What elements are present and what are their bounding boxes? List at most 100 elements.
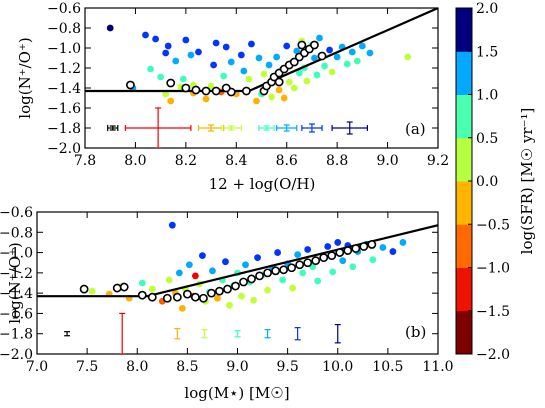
binned-median-marker <box>263 268 272 278</box>
clipped-layer <box>37 221 438 354</box>
scatter-point <box>294 251 302 258</box>
scatter-point <box>265 61 273 69</box>
fit-line <box>85 8 438 93</box>
binned-median-marker <box>343 246 353 255</box>
panel-a-y-ticks: −2.0 −1.8 −1.6 −1.4 −1.2 −1.0 −0.8 −0.6 <box>47 1 438 157</box>
colorbar-tick-label: −0.5 <box>476 217 510 233</box>
binned-median-marker <box>289 57 299 67</box>
scatter-point <box>245 75 253 83</box>
colorbar: −2.0 −1.5 −1.0 −0.5 0.0 0.5 1.0 1.5 2.0 log(SFR)… <box>455 1 536 363</box>
panel-a-plot-area <box>85 8 438 148</box>
scatter-point <box>313 71 321 79</box>
y-tick-label: −1.6 <box>0 306 33 322</box>
y-tick-label: −0.8 <box>47 21 81 37</box>
scatter-point <box>212 39 220 47</box>
scatter-point <box>240 67 248 75</box>
panel-a: 7.8 8.0 8.2 8.4 8.6 8.8 9.0 9.2 −2.0 −1.8 −1.6 −1.… <box>16 1 449 193</box>
colorbar-tick-label: 2.0 <box>476 1 498 17</box>
scatter-point <box>369 256 377 264</box>
scatter-point <box>202 95 210 103</box>
panel-b: 7.0 7.5 8.0 8.5 9.0 9.5 10.0 10.5 11.0 −2.0−1.8−… <box>0 205 454 402</box>
scatter-point <box>304 246 312 253</box>
colorbar-tick-label: −1.0 <box>476 261 510 277</box>
binned-median-marker <box>351 244 361 253</box>
x-tick-label: 8.5 <box>176 359 198 375</box>
y-tick-label: −1.2 <box>0 266 33 282</box>
x-tick-label: 10.0 <box>322 359 353 375</box>
scatter-point <box>299 269 307 277</box>
scatter-point <box>343 60 351 68</box>
x-tick-label: 9.2 <box>427 153 449 169</box>
scatter-point <box>333 53 341 61</box>
binned-median-marker <box>287 263 297 273</box>
scatter-point <box>191 272 199 280</box>
scatter-point <box>157 73 165 81</box>
binned-median-marker <box>241 86 251 96</box>
scatter-point <box>164 42 172 50</box>
x-tick-label: 8.2 <box>175 153 197 169</box>
scatter-point <box>214 294 221 302</box>
x-tick-label: 11.0 <box>422 359 453 375</box>
y-tick-label: −1.4 <box>0 286 33 302</box>
binned-median-marker <box>274 77 284 87</box>
panel-a-y-axis-label: log(N⁺/O⁺) <box>16 37 34 118</box>
scatter-point <box>303 77 311 85</box>
scatter-point <box>283 42 291 50</box>
colorbar-segment <box>456 8 472 52</box>
x-tick-label: 7.0 <box>26 359 48 375</box>
colorbar-ticks: −2.0 −1.5 −1.0 −0.5 0.0 0.5 1.0 1.5 2.0 <box>468 1 510 363</box>
binned-median-marker <box>311 256 321 266</box>
scatter-point <box>334 239 342 246</box>
binned-median-marker <box>255 271 264 281</box>
scatter-point <box>349 263 357 271</box>
colorbar-segment <box>456 137 472 182</box>
panel-b-y-ticks: −2.0 −1.8 −1.6 −1.4 −1.2 −1.0 −0.8 −0.6 <box>0 205 438 363</box>
binned-median-marker <box>207 288 216 298</box>
colorbar-tick-label: 0.5 <box>476 131 498 147</box>
scatter-point <box>311 54 318 62</box>
scatter-point <box>324 243 332 250</box>
binned-median-marker <box>327 251 337 261</box>
y-tick-label: −0.8 <box>0 225 33 241</box>
scatter-point <box>210 61 217 69</box>
scatter-point <box>167 97 175 105</box>
scatter-point <box>348 48 356 56</box>
colorbar-tick-label: −1.5 <box>476 304 510 320</box>
scatter-point <box>326 46 333 54</box>
y-tick-label: −0.6 <box>47 1 81 17</box>
binned-median-marker <box>112 283 122 293</box>
binned-median-marker <box>166 78 176 88</box>
y-tick-label: −1.2 <box>47 61 81 77</box>
y-tick-label: −1.0 <box>0 246 33 262</box>
scatter-point <box>273 53 281 61</box>
panel-b-label: (b) <box>405 323 426 341</box>
scatter-point <box>178 304 186 312</box>
scatter-point <box>142 31 149 39</box>
scatter-point <box>172 57 180 65</box>
binned-median-marker <box>303 258 313 268</box>
scatter-point <box>148 285 156 293</box>
y-tick-label: −0.6 <box>0 205 33 221</box>
binned-median-marker <box>223 284 232 294</box>
scatter-point <box>358 42 366 50</box>
scatter-point <box>179 75 187 83</box>
scatter-point <box>289 284 297 292</box>
binned-median-marker <box>310 40 319 50</box>
binned-median-marker <box>190 292 200 302</box>
scatter-point <box>275 86 283 94</box>
scatter-point <box>175 269 183 277</box>
binned-median-marker <box>359 242 369 251</box>
scatter-point <box>321 62 328 70</box>
scatter-point <box>253 97 260 105</box>
scatter-point <box>227 58 235 66</box>
y-tick-label: −1.6 <box>47 101 81 117</box>
scatter-point <box>254 254 261 262</box>
binned-median-marker <box>181 83 191 93</box>
panel-a-label: (a) <box>405 120 426 138</box>
scatter-point <box>162 90 170 98</box>
binned-median-marker <box>172 292 182 302</box>
scatter-point <box>353 57 361 65</box>
scatter-point <box>238 292 245 300</box>
x-tick-label: 10.5 <box>372 359 403 375</box>
